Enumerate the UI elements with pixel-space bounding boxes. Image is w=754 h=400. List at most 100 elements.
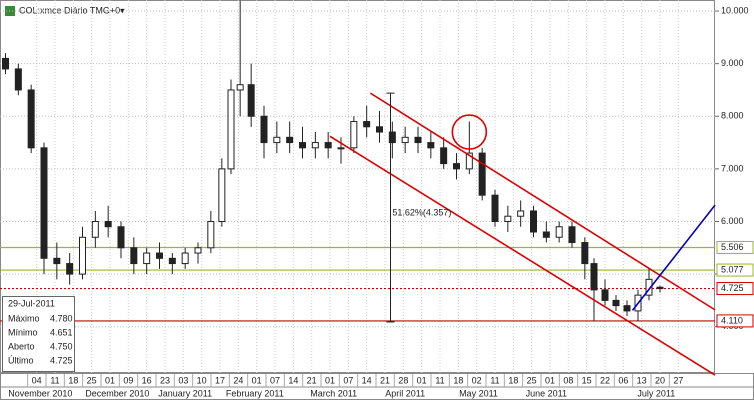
month-label: December 2010 bbox=[85, 388, 149, 398]
x-tick-label: 10 bbox=[197, 375, 207, 385]
candle-body bbox=[194, 247, 202, 254]
candle-body bbox=[66, 263, 74, 275]
x-tick-label: 17 bbox=[215, 375, 225, 385]
candle-body bbox=[337, 147, 345, 150]
candle-body bbox=[440, 147, 448, 165]
candle-body bbox=[299, 142, 306, 149]
info-value: 4.651 bbox=[50, 327, 73, 337]
plot-frame bbox=[0, 0, 715, 373]
x-tick-label: 01 bbox=[105, 375, 115, 385]
candle-body bbox=[427, 142, 435, 149]
x-tick-label: 03 bbox=[178, 375, 188, 385]
candle-body bbox=[542, 231, 550, 238]
x-tick-label: 02 bbox=[472, 375, 482, 385]
candle-body bbox=[311, 142, 319, 149]
candle-body bbox=[143, 252, 151, 265]
candle-body bbox=[555, 226, 563, 238]
y-tick-label: 7.000 bbox=[721, 163, 744, 173]
x-tick-label: 27 bbox=[673, 375, 683, 385]
candle-body bbox=[286, 136, 294, 144]
candle-body bbox=[218, 168, 226, 222]
x-tick-label: 01 bbox=[252, 375, 262, 385]
info-value: 4.750 bbox=[50, 341, 73, 351]
candle-body bbox=[324, 142, 332, 149]
x-tick-label: 21 bbox=[307, 375, 317, 385]
candle-body bbox=[491, 194, 499, 222]
month-label: May 2011 bbox=[459, 388, 498, 398]
info-key: Máximo bbox=[8, 313, 40, 323]
candle-body bbox=[53, 257, 61, 265]
x-tick-label: 23 bbox=[160, 375, 170, 385]
x-tick-label: 07 bbox=[343, 375, 353, 385]
candle-body bbox=[104, 220, 112, 228]
x-tick-label: 21 bbox=[380, 375, 390, 385]
x-tick-label: 25 bbox=[87, 375, 97, 385]
level-label-box bbox=[716, 314, 754, 328]
x-tick-label: 13 bbox=[637, 375, 647, 385]
info-value: 4.780 bbox=[50, 313, 73, 323]
info-value: 4.725 bbox=[50, 355, 73, 365]
candle-body bbox=[645, 278, 653, 296]
x-tick-label: 08 bbox=[563, 375, 573, 385]
candle-body bbox=[27, 89, 35, 149]
candle-body bbox=[401, 136, 409, 144]
highlight-circle bbox=[451, 114, 488, 150]
chart-title[interactable]: COL:xmce Diário TMG+0▾ bbox=[19, 5, 125, 15]
candle-body bbox=[581, 242, 589, 265]
x-tick-label: 24 bbox=[233, 375, 243, 385]
x-tick-label: 04 bbox=[32, 375, 42, 385]
candle-body bbox=[517, 210, 525, 217]
candle-body bbox=[91, 220, 99, 238]
candle-body bbox=[601, 289, 609, 301]
y-tick-label: 8.000 bbox=[721, 111, 744, 121]
level-label-box bbox=[716, 263, 754, 277]
x-tick-label: 14 bbox=[362, 375, 372, 385]
info-key: Mínimo bbox=[8, 327, 38, 337]
x-tick-label: 11 bbox=[50, 375, 59, 385]
candle-body bbox=[247, 84, 255, 117]
month-label: January 2011 bbox=[158, 388, 212, 398]
info-box bbox=[2, 296, 75, 372]
level-label: 4.725 bbox=[721, 283, 744, 293]
month-label: June 2011 bbox=[526, 388, 567, 398]
x-tick-label: 01 bbox=[417, 375, 427, 385]
month-label: April 2011 bbox=[385, 388, 425, 398]
y-tick-label: 9.000 bbox=[721, 58, 744, 68]
x-tick-label: 28 bbox=[398, 375, 408, 385]
month-label: March 2011 bbox=[310, 388, 357, 398]
candle-body bbox=[207, 220, 215, 249]
candle-body bbox=[465, 152, 473, 170]
candle-body bbox=[388, 131, 396, 144]
x-tick-label: 09 bbox=[123, 375, 133, 385]
candle-body bbox=[130, 247, 138, 265]
level-label: 4.110 bbox=[721, 315, 743, 325]
x-tick-label: 25 bbox=[527, 375, 537, 385]
level-label: 5.077 bbox=[721, 264, 744, 274]
x-tick-label: 07 bbox=[270, 375, 280, 385]
candle-body bbox=[156, 252, 163, 259]
info-key: Aberto bbox=[8, 341, 35, 351]
candle-body bbox=[656, 286, 664, 290]
candle-body bbox=[181, 252, 189, 265]
x-tick-label: 22 bbox=[600, 375, 610, 385]
x-tick-label: 01 bbox=[545, 375, 555, 385]
trend-line bbox=[329, 135, 716, 376]
y-tick-label: 6.000 bbox=[721, 216, 744, 226]
level-label: 5.506 bbox=[721, 242, 744, 252]
x-tick-label: 20 bbox=[655, 375, 665, 385]
candle-body bbox=[14, 68, 22, 91]
candle-body bbox=[2, 57, 9, 70]
y-tick-label: 10.000 bbox=[721, 5, 749, 15]
candle-body bbox=[590, 263, 598, 291]
level-label-box bbox=[716, 282, 754, 296]
x-tick-label: 16 bbox=[142, 375, 152, 385]
candle-body bbox=[79, 236, 86, 275]
candle-body bbox=[363, 121, 371, 128]
x-tick-label: 18 bbox=[68, 375, 78, 385]
candle-body bbox=[260, 115, 268, 144]
candle-body bbox=[40, 147, 48, 259]
candle-body bbox=[478, 152, 486, 196]
candle-body bbox=[117, 226, 125, 249]
x-tick-label: 14 bbox=[288, 375, 298, 385]
